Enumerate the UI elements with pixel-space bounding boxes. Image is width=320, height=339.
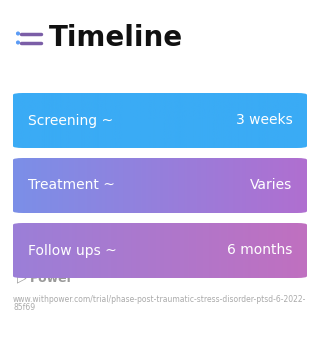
Text: ▷: ▷ bbox=[17, 272, 27, 284]
Circle shape bbox=[17, 41, 19, 44]
Text: 85f69: 85f69 bbox=[13, 303, 35, 313]
Text: Timeline: Timeline bbox=[49, 24, 183, 52]
Text: www.withpower.com/trial/phase-post-traumatic-stress-disorder-ptsd-6-2022-: www.withpower.com/trial/phase-post-traum… bbox=[13, 296, 306, 304]
Circle shape bbox=[17, 32, 19, 35]
Text: Power: Power bbox=[30, 272, 74, 284]
